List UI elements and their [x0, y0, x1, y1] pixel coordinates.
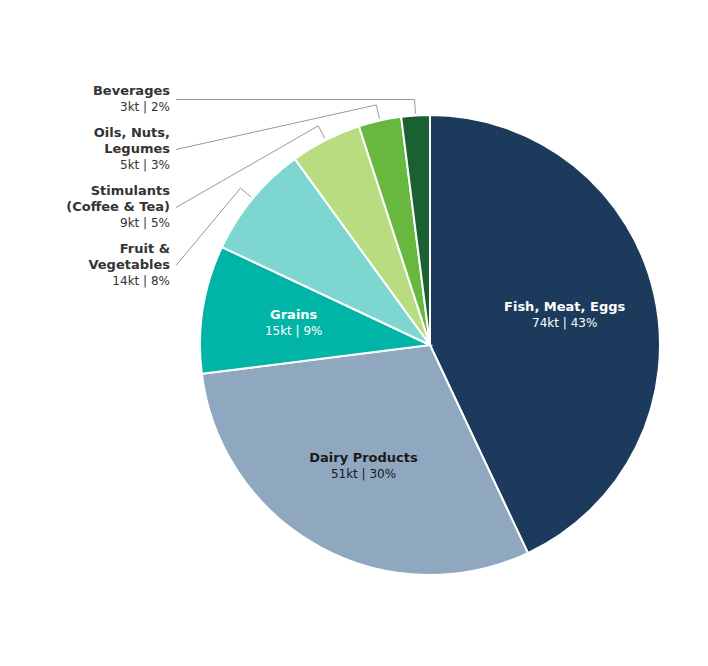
- slice-value-label: 14kt | 8%: [112, 274, 170, 288]
- labels: Fish, Meat, Eggs 74kt | 43% Dairy Products…: [66, 83, 625, 480]
- chart-container: Fish, Meat, Eggs 74kt | 43% Dairy Products…: [0, 0, 708, 666]
- pie-slice: [401, 115, 430, 345]
- leader-line: [176, 126, 325, 208]
- slice-value-label: 9kt | 5%: [120, 216, 170, 230]
- slice-label: Grains: [270, 307, 318, 322]
- slice-label: Stimulants(Coffee & Tea): [66, 183, 170, 214]
- pie-chart: Fish, Meat, Eggs 74kt | 43% Dairy Products…: [0, 0, 708, 666]
- slices: [200, 115, 660, 575]
- slice-label: Oils, Nuts,Legumes: [94, 125, 170, 156]
- slice-value-label: 51kt | 30%: [331, 467, 396, 481]
- leader-line: [176, 99, 415, 113]
- slice-value-label: 5kt | 3%: [120, 158, 170, 172]
- slice-value-label: 15kt | 9%: [265, 324, 323, 338]
- slice-label: Fruit &Vegetables: [88, 241, 170, 272]
- pie-slice: [202, 345, 528, 575]
- slice-label: Dairy Products: [309, 450, 418, 465]
- slice-value-label: 74kt | 43%: [532, 316, 597, 330]
- leader-line: [176, 188, 251, 265]
- slice-value-label: 3kt | 2%: [120, 100, 170, 114]
- leader-line: [176, 105, 379, 150]
- slice-label: Fish, Meat, Eggs: [504, 299, 625, 314]
- slice-label: Beverages: [93, 83, 170, 98]
